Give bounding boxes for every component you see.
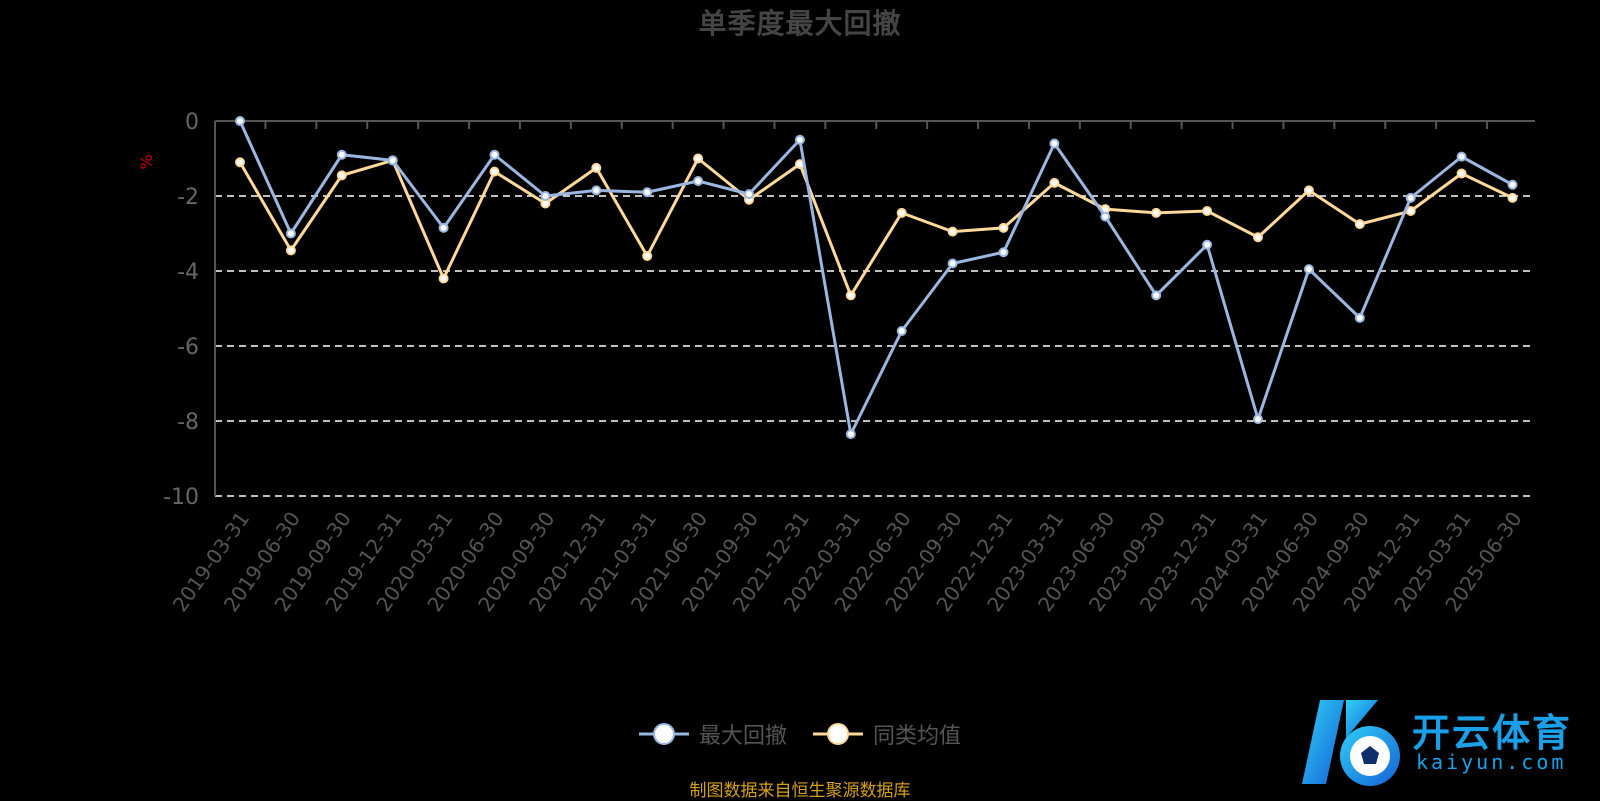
- x-tick-labels: 2019-03-312019-06-302019-09-302019-12-31…: [168, 507, 1527, 616]
- data-point[interactable]: [1253, 232, 1263, 243]
- brand-name: 开云体育: [1412, 711, 1573, 755]
- data-point[interactable]: [845, 429, 856, 440]
- y-tick-label: -6: [177, 335, 199, 360]
- data-point[interactable]: [1405, 192, 1416, 203]
- data-point[interactable]: [285, 245, 296, 256]
- series-line: [238, 157, 1514, 297]
- series-line: [238, 120, 1514, 436]
- y-tick-labels: 0 -2 -4 -6 -8 -10: [163, 110, 199, 510]
- data-point[interactable]: [693, 176, 704, 186]
- data-point[interactable]: [1354, 312, 1365, 323]
- data-point[interactable]: [998, 222, 1009, 233]
- data-point[interactable]: [438, 273, 449, 284]
- data-point[interactable]: [947, 258, 958, 269]
- data-point[interactable]: [1202, 239, 1213, 250]
- y-tick-label: 0: [185, 110, 199, 135]
- data-point[interactable]: [489, 149, 500, 160]
- data-point[interactable]: [591, 162, 602, 173]
- data-point[interactable]: [1507, 179, 1518, 190]
- data-point[interactable]: [387, 155, 398, 166]
- data-point[interactable]: [1049, 177, 1060, 188]
- legend-item-peer-average[interactable]: 同类均值: [813, 718, 961, 750]
- series-0: [235, 116, 1518, 440]
- legend-swatch-peer-average: [813, 723, 863, 745]
- data-point[interactable]: [947, 226, 958, 237]
- y-tick-label: -8: [177, 410, 199, 435]
- data-point[interactable]: [489, 166, 500, 177]
- grid-lines: [215, 195, 1535, 497]
- legend: 最大回撤 同类均值: [0, 718, 1600, 750]
- data-point[interactable]: [1151, 290, 1162, 301]
- brand-domain: kaiyun.com: [1416, 750, 1567, 774]
- y-tick-label: -4: [177, 260, 199, 285]
- data-point[interactable]: [1456, 168, 1467, 179]
- data-point[interactable]: [845, 290, 856, 301]
- chart-title: 单季度最大回撤: [698, 7, 902, 40]
- y-tick-label: -10: [163, 485, 199, 510]
- legend-label-drawdown: 最大回撤: [698, 724, 787, 749]
- legend-label-peer-average: 同类均值: [873, 724, 962, 749]
- data-point[interactable]: [540, 191, 551, 201]
- data-point[interactable]: [336, 149, 347, 160]
- data-point[interactable]: [1303, 185, 1314, 196]
- data-point[interactable]: [235, 116, 245, 126]
- brand-watermark: 开云体育 kaiyun.com: [1300, 692, 1590, 792]
- data-point[interactable]: [896, 326, 907, 336]
- series-1: [235, 153, 1518, 301]
- data-point[interactable]: [1303, 264, 1314, 275]
- data-point[interactable]: [744, 189, 754, 200]
- data-point[interactable]: [591, 185, 602, 196]
- data-point[interactable]: [896, 207, 907, 218]
- axes: [214, 120, 1535, 496]
- series-lines: [235, 116, 1518, 440]
- data-point[interactable]: [794, 134, 805, 145]
- data-point[interactable]: [1049, 138, 1060, 149]
- data-point[interactable]: [1456, 151, 1467, 162]
- y-axis-label: %: [137, 154, 156, 169]
- y-tick-label: -2: [177, 185, 199, 210]
- data-point[interactable]: [1100, 211, 1111, 222]
- kaiyun-logo-icon: [1302, 700, 1400, 786]
- data-point[interactable]: [1151, 207, 1162, 218]
- legend-swatch-drawdown: [638, 723, 689, 745]
- data-point[interactable]: [998, 247, 1009, 258]
- data-point[interactable]: [1202, 206, 1213, 216]
- data-point[interactable]: [438, 222, 449, 233]
- data-source-note: 制图数据来自恒生聚源数据库: [689, 781, 911, 801]
- data-point[interactable]: [285, 228, 296, 239]
- data-point[interactable]: [642, 187, 653, 198]
- data-point[interactable]: [693, 153, 704, 164]
- legend-item-drawdown[interactable]: 最大回撤: [638, 718, 787, 750]
- data-point[interactable]: [1354, 219, 1365, 230]
- data-point[interactable]: [336, 170, 347, 181]
- data-point[interactable]: [1253, 414, 1263, 425]
- data-point[interactable]: [1507, 192, 1518, 203]
- data-point[interactable]: [235, 157, 245, 168]
- data-point[interactable]: [642, 251, 653, 261]
